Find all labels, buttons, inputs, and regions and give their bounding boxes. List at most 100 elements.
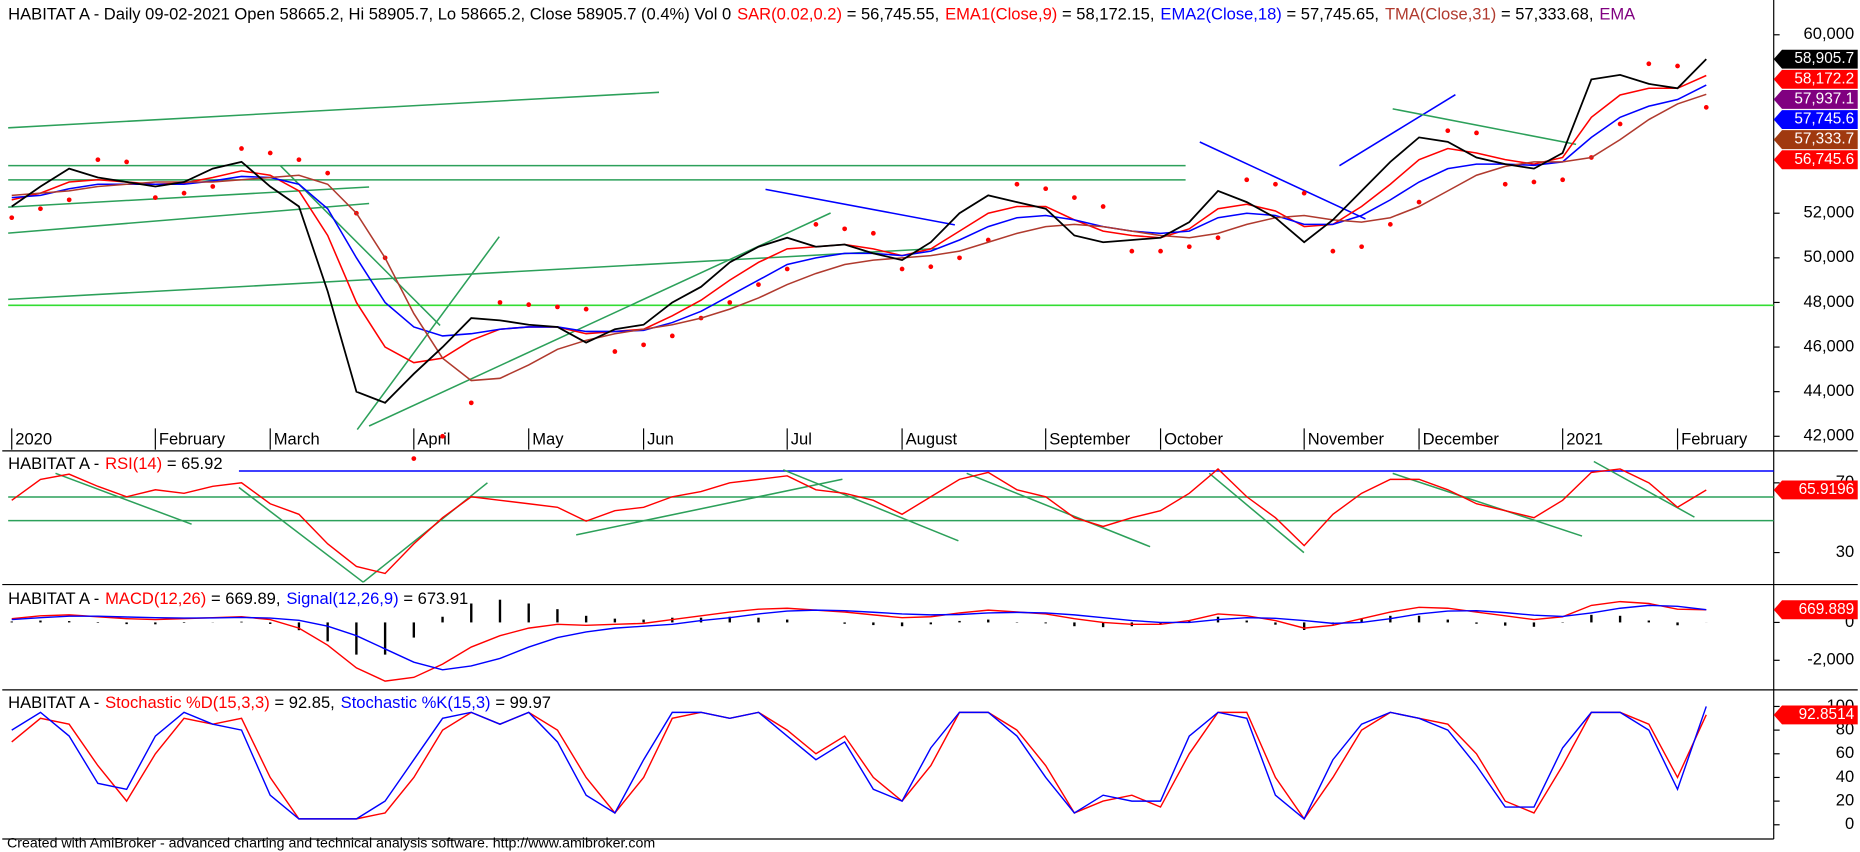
- x-tick-label: Jun: [647, 430, 674, 449]
- value-badge: [1773, 49, 1858, 69]
- x-tick-label: April: [417, 430, 450, 449]
- sar-dot: [181, 190, 187, 196]
- sar-dot: [38, 206, 43, 212]
- data-line: [11, 74, 1707, 364]
- trend-line: [1339, 94, 1456, 167]
- histogram-bar: [527, 603, 530, 623]
- sar-dot: [468, 400, 474, 406]
- trend-line: [966, 472, 1151, 548]
- sar-dot: [870, 230, 876, 236]
- histogram-bar: [556, 609, 559, 623]
- sar-dot: [1416, 199, 1422, 205]
- sar-dot: [152, 195, 158, 200]
- sar-dot: [325, 170, 331, 176]
- sar-dot: [440, 433, 445, 439]
- panel-header: HABITAT A - Stochastic %D(15,3,3) = 92.85,…: [8, 693, 551, 712]
- histogram-bar: [613, 618, 617, 623]
- trend-line: [1392, 472, 1583, 537]
- sar-dot: [296, 157, 302, 163]
- histogram-bar: [1302, 622, 1306, 631]
- x-tick-label: Jul: [791, 430, 812, 449]
- data-line: [11, 84, 1707, 337]
- value-badge: [1773, 150, 1858, 170]
- y-tick-label: 60,000: [1804, 24, 1855, 43]
- x-tick-label: May: [532, 430, 564, 449]
- histogram-bar: [182, 622, 186, 623]
- trend-line: [1392, 108, 1577, 146]
- value-badge-label: 58,905.7: [1794, 50, 1854, 67]
- histogram-bar: [786, 619, 789, 623]
- value-badge-label: 57,937.1: [1794, 90, 1854, 107]
- value-badge: [1773, 705, 1858, 725]
- sar-dot: [899, 266, 905, 272]
- sar-dot: [210, 184, 216, 189]
- histogram-bar: [269, 622, 272, 624]
- panel-header: HABITAT A - RSI(14) = 65.92: [8, 454, 222, 473]
- trend-line: [8, 186, 370, 208]
- sar-dot: [669, 333, 675, 339]
- sar-dot: [1560, 177, 1566, 183]
- histogram-bar: [1618, 615, 1622, 623]
- y-tick-label: 0: [1845, 814, 1854, 833]
- data-line: [11, 58, 1707, 404]
- histogram-bar: [642, 619, 645, 623]
- sar-dot: [1158, 248, 1163, 254]
- trend-line: [8, 91, 660, 129]
- x-tick-label: 2021: [1566, 430, 1603, 449]
- legend-value: = 57,333.68,: [1501, 5, 1593, 24]
- trend-line: [279, 165, 441, 326]
- value-badge-label: 92.8514: [1799, 706, 1855, 723]
- sar-dot: [957, 255, 962, 261]
- sar-dot: [641, 342, 646, 348]
- sar-dot: [1703, 105, 1709, 110]
- histogram-bar: [1446, 619, 1449, 623]
- header-label: HABITAT A -: [8, 589, 99, 608]
- sar-dot: [1100, 204, 1106, 209]
- y-tick-label: 52,000: [1804, 203, 1855, 222]
- value-badge: [1773, 480, 1858, 500]
- legend-value: = 673.91: [403, 589, 468, 608]
- header-label: HABITAT A -: [8, 454, 99, 473]
- y-tick-label: 48,000: [1804, 292, 1855, 311]
- legend-entry: SAR(0.02,0.2): [737, 5, 842, 24]
- sar-dot: [1330, 248, 1336, 254]
- y-tick-label: 44,000: [1804, 381, 1855, 400]
- sar-dot: [784, 266, 790, 272]
- y-tick-label: 42,000: [1804, 426, 1855, 445]
- histogram-bar: [872, 622, 875, 626]
- sar-dot: [727, 300, 733, 305]
- y-tick-label: -2,000: [1807, 650, 1854, 669]
- legend-entry: Signal(12,26,9): [286, 589, 398, 608]
- sar-dot: [1186, 244, 1192, 250]
- trend-line: [1199, 141, 1366, 220]
- sar-dot: [66, 197, 72, 203]
- sar-dot: [95, 157, 101, 163]
- sar-dot: [612, 349, 618, 354]
- value-badge: [1773, 600, 1858, 620]
- sar-dot: [1129, 248, 1135, 254]
- histogram-bar: [584, 615, 588, 623]
- sar-dot: [497, 300, 503, 305]
- histogram-bar: [412, 622, 416, 638]
- panel-header: HABITAT A - Daily 09-02-2021 Open 58665.…: [8, 5, 1635, 24]
- histogram-bar: [240, 621, 243, 623]
- sar-dot: [411, 456, 417, 461]
- value-badge-label: 57,745.6: [1794, 111, 1854, 128]
- histogram-bar: [96, 622, 100, 623]
- sar-dot: [813, 222, 819, 227]
- sar-dot: [1531, 179, 1537, 185]
- value-badge-label: 57,333.7: [1794, 131, 1854, 148]
- x-tick-label: 2020: [15, 430, 52, 449]
- sar-dot: [1215, 235, 1221, 241]
- value-badge-label: 669.889: [1799, 601, 1855, 618]
- data-line: [11, 93, 1707, 382]
- histogram-bar: [1245, 620, 1248, 623]
- trend-line: [1208, 472, 1305, 554]
- histogram-bar: [1417, 615, 1421, 623]
- x-tick-label: November: [1308, 430, 1385, 449]
- legend-entry: EMA1(Close,9): [945, 5, 1057, 24]
- sar-dot: [1445, 128, 1451, 134]
